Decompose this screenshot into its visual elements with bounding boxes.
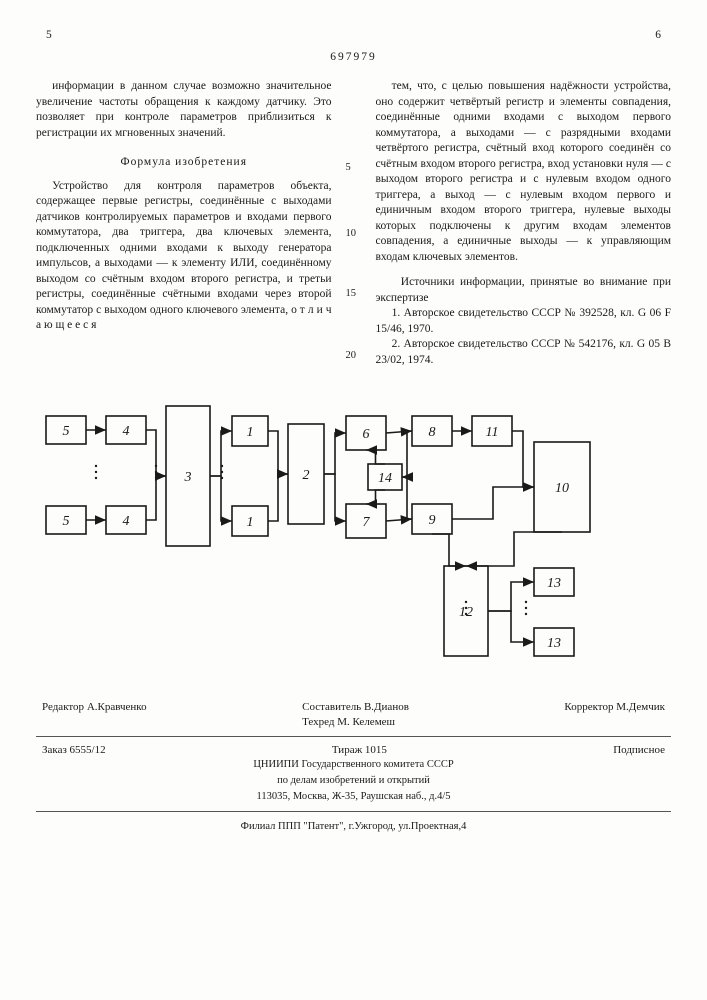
svg-text:13: 13 (547, 636, 561, 651)
svg-text:6: 6 (363, 427, 370, 442)
ln10: 10 (346, 227, 357, 241)
svg-text:4: 4 (123, 424, 130, 439)
left-p1: информации в данном случае возможно знач… (36, 79, 332, 141)
svg-text:9: 9 (429, 513, 436, 528)
tirazh: Тираж 1015 (332, 743, 387, 758)
podpisnoe: Подписное (613, 743, 665, 758)
order: Заказ 6555/12 (42, 743, 106, 758)
left-column: информации в данном случае возможно знач… (36, 79, 332, 368)
svg-text:10: 10 (555, 481, 569, 496)
source1: 1. Авторское свидетельство СССР № 392528… (376, 306, 672, 337)
divider-2 (36, 811, 671, 812)
editor: Редактор А.Кравченко (42, 700, 147, 730)
sources-title: Источники информации, принятые во вниман… (376, 275, 672, 306)
ln5: 5 (346, 161, 351, 175)
svg-text:14: 14 (378, 471, 392, 486)
footer-l2: по делам изобретений и открытий (36, 773, 671, 789)
credits-row: Редактор А.Кравченко Составитель В.Диано… (36, 700, 671, 730)
block-diagram: 545431126714891110121313 (36, 386, 671, 682)
svg-text:13: 13 (547, 576, 561, 591)
footer-l3: 113035, Москва, Ж-35, Раушская наб., д.4… (36, 789, 671, 805)
ln20: 20 (346, 349, 357, 363)
divider-1 (36, 736, 671, 737)
print-info-row: Заказ 6555/12 Тираж 1015 Подписное (36, 743, 671, 758)
right-p1: тем, что, с целью повышения надёжности у… (376, 79, 672, 265)
svg-text:5: 5 (63, 424, 70, 439)
svg-text:5: 5 (63, 514, 70, 529)
svg-text:1: 1 (247, 425, 254, 440)
svg-text:7: 7 (363, 515, 371, 530)
ln15: 15 (346, 287, 357, 301)
compiler: Составитель В.ДиановТехред М. Келемеш (302, 700, 409, 730)
page-num-right: 6 (655, 28, 661, 44)
page-num-left: 5 (46, 28, 52, 44)
svg-text:3: 3 (184, 470, 192, 485)
svg-text:11: 11 (486, 425, 499, 440)
svg-text:4: 4 (123, 514, 130, 529)
footer-block: ЦНИИПИ Государственного комитета СССР по… (36, 757, 671, 804)
footer-branch: Филиал ППП "Патент", г.Ужгород, ул.Проек… (36, 820, 671, 834)
svg-text:1: 1 (247, 515, 254, 530)
corrector: Корректор М.Демчик (564, 700, 665, 730)
footer-l1: ЦНИИПИ Государственного комитета СССР (36, 757, 671, 773)
line-number-gutter: 5 10 15 20 (346, 79, 362, 368)
text-columns: информации в данном случае возможно знач… (36, 79, 671, 368)
doc-number: 697979 (36, 50, 671, 66)
source2: 2. Авторское свидетельство СССР № 542176… (376, 337, 672, 368)
formula-title: Формула изобретения (36, 155, 332, 171)
left-p2: Устройство для контроля параметров объек… (36, 179, 332, 334)
svg-text:2: 2 (303, 468, 310, 483)
svg-text:8: 8 (429, 425, 436, 440)
right-column: тем, что, с целью повышения надёжности у… (376, 79, 672, 368)
